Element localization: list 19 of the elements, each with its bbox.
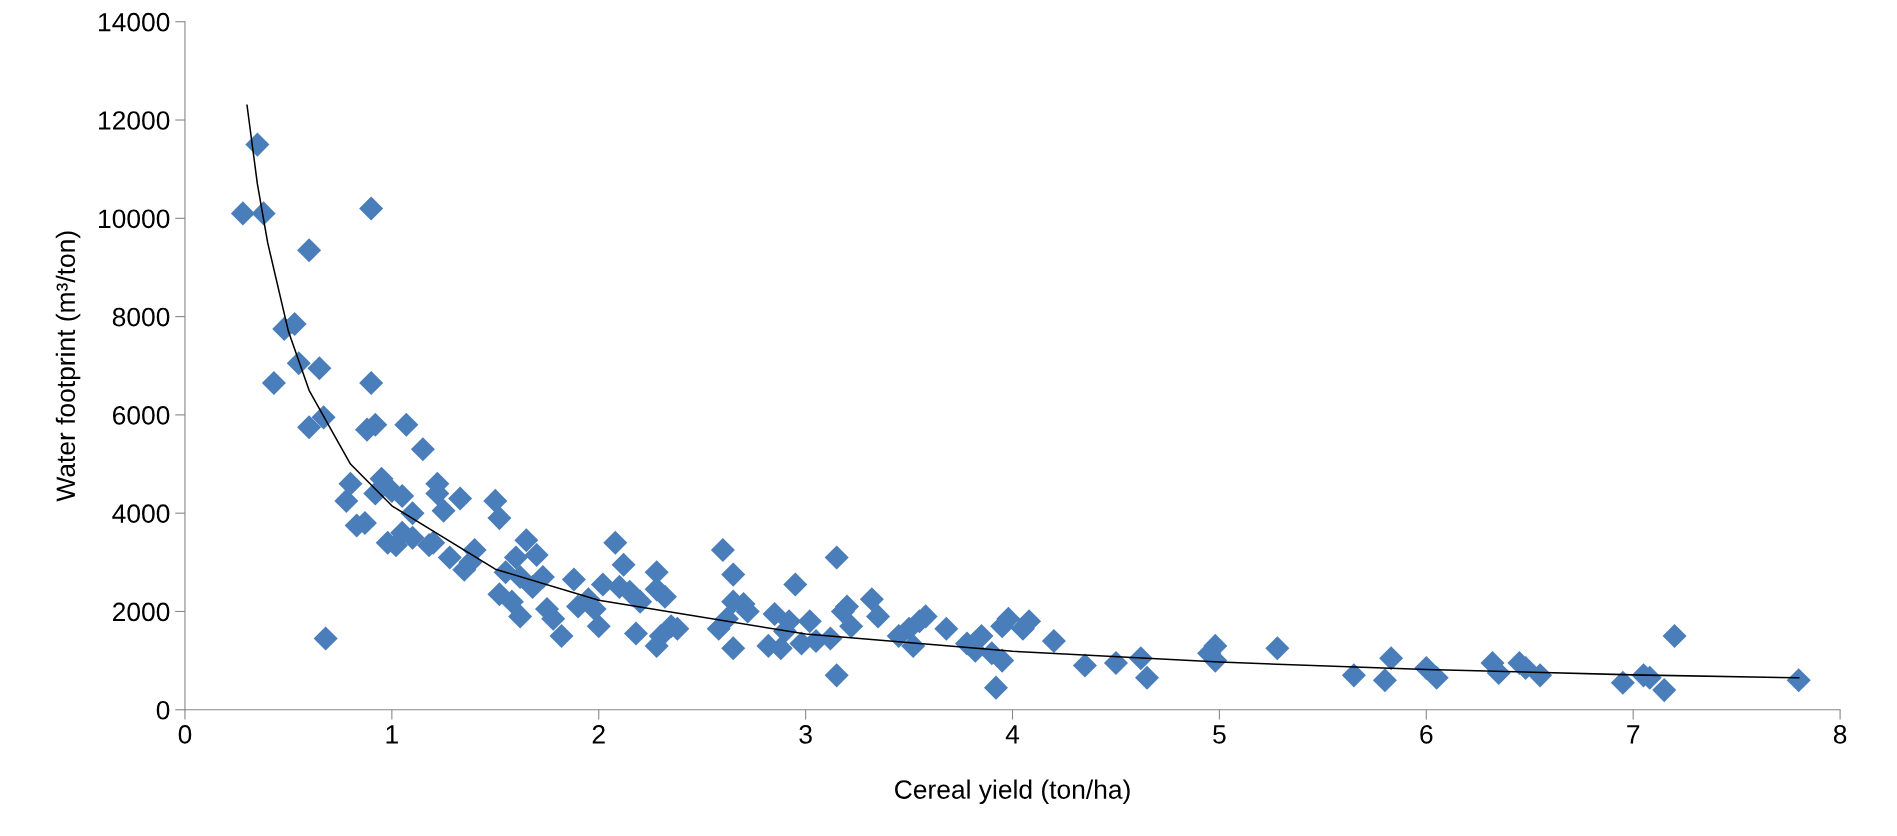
- y-tick-label: 10000: [99, 209, 170, 229]
- y-tick-label: 2000: [113, 602, 170, 622]
- y-tick-label: 4000: [112, 504, 170, 524]
- y-tick-label: 6000: [113, 406, 170, 425]
- y-tick-label: 14000: [99, 12, 170, 32]
- x-axis-title: Cereal yield (ton/ha): [895, 779, 1130, 805]
- x-tick-label: 6: [1420, 725, 1433, 744]
- x-tick-label: 3: [799, 725, 812, 744]
- x-tick-label: 2: [592, 725, 605, 744]
- x-tick-label: 5: [1213, 725, 1226, 744]
- x-tick-label: 8: [1833, 725, 1847, 744]
- y-tick-label: 12000: [99, 111, 170, 130]
- y-axis-title: Water footprint (m³/ton): [55, 231, 81, 502]
- y-tick-label: 8000: [112, 307, 170, 327]
- y-tick-label: 0: [156, 700, 170, 720]
- x-tick-label: 0: [178, 725, 192, 744]
- x-tick-label: 1: [386, 725, 398, 744]
- x-tick-label: 7: [1627, 725, 1640, 744]
- x-tick-label: 4: [1005, 725, 1020, 744]
